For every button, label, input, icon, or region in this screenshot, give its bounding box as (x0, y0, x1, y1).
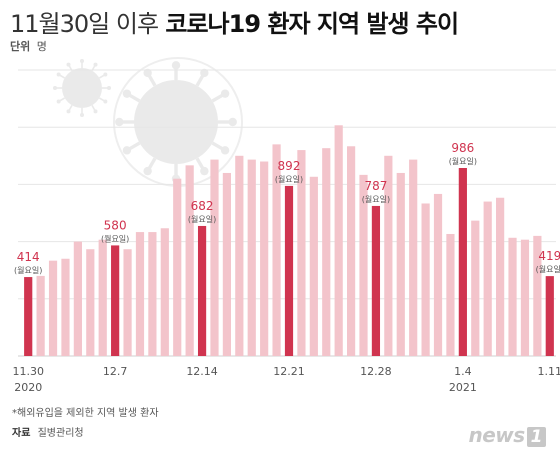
bar (309, 176, 318, 356)
data-label-value: 682 (191, 199, 214, 213)
bar-highlight (284, 185, 294, 356)
news1-logo: news 1 (468, 423, 546, 447)
logo-text: news (468, 423, 525, 447)
bar (483, 201, 492, 356)
data-label-value: 414 (17, 250, 40, 264)
bar (520, 239, 530, 356)
source: 자료 질병관리청 (12, 424, 84, 439)
x-tick-label: 12.14 (186, 365, 218, 378)
data-label-value: 419 (538, 249, 560, 263)
bar (222, 172, 232, 356)
data-label-value: 986 (451, 141, 474, 155)
title-light: 11월30일 이후 (10, 10, 159, 38)
logo-mark: 1 (526, 427, 546, 447)
bar (160, 228, 169, 356)
x-tick-label: 12.28 (360, 365, 392, 378)
unit-value: 명 (36, 40, 47, 53)
bar (421, 203, 430, 356)
bar (247, 159, 256, 356)
bar (61, 258, 70, 356)
bar-highlight (111, 245, 120, 356)
bar (471, 220, 480, 356)
data-label-day: (월요일) (536, 264, 560, 274)
data-label-day: (월요일) (362, 194, 390, 204)
data-label-value: 580 (104, 218, 127, 232)
bar (433, 193, 443, 356)
x-tick-label: 12.21 (273, 365, 305, 378)
bar (334, 125, 343, 356)
source-key: 자료 (12, 428, 31, 439)
data-label-day: (월요일) (449, 156, 477, 166)
bar (409, 159, 418, 356)
data-label-value: 787 (364, 179, 387, 193)
unit-key: 단위 (10, 40, 31, 53)
x-tick-year: 2021 (449, 381, 477, 394)
bar (496, 197, 505, 356)
bar (446, 233, 455, 356)
chart-title: 11월30일 이후 코로나19 환자 지역 발생 추이 (10, 4, 459, 39)
virus-icon-large (115, 61, 237, 183)
bar (73, 241, 82, 356)
unit-label: 단위 명 (10, 38, 47, 54)
bar-highlight (545, 276, 554, 356)
data-label-day: (월요일) (275, 174, 303, 184)
bar (396, 172, 405, 356)
bar (123, 249, 132, 356)
bar-highlight (197, 225, 207, 356)
data-label-value: 892 (278, 159, 301, 173)
bar (322, 148, 331, 356)
bar (533, 235, 542, 356)
bar (508, 237, 517, 356)
bar (384, 155, 393, 356)
bar (36, 275, 45, 356)
bar-highlight (24, 277, 33, 356)
virus-decoration (53, 57, 243, 187)
bar (346, 146, 356, 356)
bar (260, 161, 269, 356)
bar (185, 165, 194, 356)
data-label-day: (월요일) (101, 233, 129, 243)
bar (86, 249, 95, 356)
bar-highlight (371, 205, 381, 356)
bars (24, 125, 554, 356)
virus-icon-small (53, 59, 111, 117)
bar (297, 150, 306, 356)
bar (98, 239, 107, 356)
footnote: *해외유입을 제외한 지역 발생 환자 (12, 408, 159, 419)
x-tick-label: 1.11 (538, 365, 560, 378)
data-label-day: (월요일) (188, 214, 216, 224)
bar-highlight (458, 168, 467, 356)
bar (173, 178, 182, 356)
bar (359, 174, 368, 356)
x-tick-year: 2020 (14, 381, 42, 394)
x-axis: 11.30 2020 12.7 12.14 12.21 12.28 1.4 2021 1.11 (12, 365, 560, 394)
data-label-day: (월요일) (14, 265, 42, 275)
bar (210, 159, 219, 356)
title-bold: 코로나19 환자 지역 발생 추이 (165, 10, 459, 38)
data-labels: 414(월요일)580(월요일)682(월요일)892(월요일) 787(월요일)… (14, 141, 560, 275)
bar (48, 260, 58, 356)
bar (272, 144, 281, 356)
bar (135, 232, 145, 356)
x-tick-label: 11.30 (12, 365, 44, 378)
x-tick-label: 12.7 (103, 365, 128, 378)
bar (235, 155, 244, 356)
source-value: 질병관리청 (37, 428, 84, 439)
bar (148, 232, 157, 356)
x-tick-label: 1.4 (454, 365, 472, 378)
